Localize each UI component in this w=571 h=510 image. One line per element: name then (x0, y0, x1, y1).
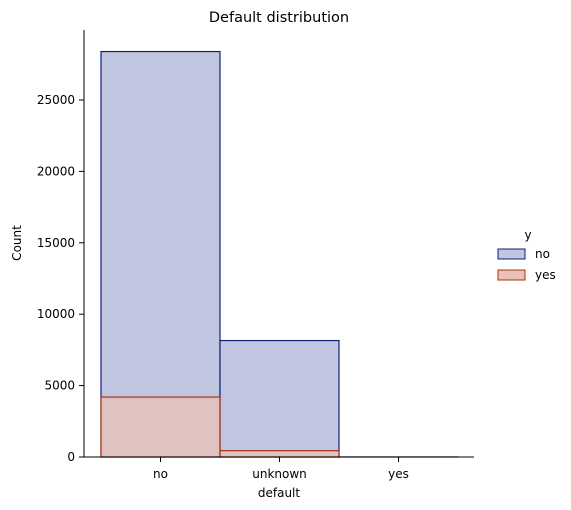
y-tick-label: 15000 (37, 236, 75, 250)
series-yes-bars (100, 50, 459, 458)
bar-yes-no (100, 396, 221, 458)
y-tick-label: 20000 (37, 164, 75, 178)
y-axis-label: Count (10, 225, 24, 261)
y-tick-label: 25000 (37, 93, 75, 107)
legend-title: y (524, 228, 531, 242)
x-tick-label: no (153, 467, 168, 481)
y-tick-label: 5000 (44, 379, 75, 393)
series-no-bars (100, 396, 340, 458)
y-tick-label: 10000 (37, 307, 75, 321)
legend-label-no: no (535, 247, 550, 261)
y-tick-label: 0 (67, 450, 75, 464)
chart-title: Default distribution (209, 10, 349, 26)
legend-label-yes: yes (535, 268, 556, 282)
legend-swatch-no (497, 248, 526, 260)
bar-yes-unknown (219, 450, 340, 458)
y-axis-ticks: 0 5000 10000 15000 20000 25000 (37, 93, 84, 464)
legend: y no yes (497, 228, 556, 282)
x-tick-label: yes (388, 467, 409, 481)
x-axis-ticks: no unknown yes (153, 457, 409, 481)
x-tick-label: unknown (252, 467, 307, 481)
legend-swatch-yes (497, 269, 526, 281)
bar-no-unknown (219, 339, 340, 458)
bar-no-no (100, 50, 221, 458)
x-axis-label: default (258, 486, 301, 500)
